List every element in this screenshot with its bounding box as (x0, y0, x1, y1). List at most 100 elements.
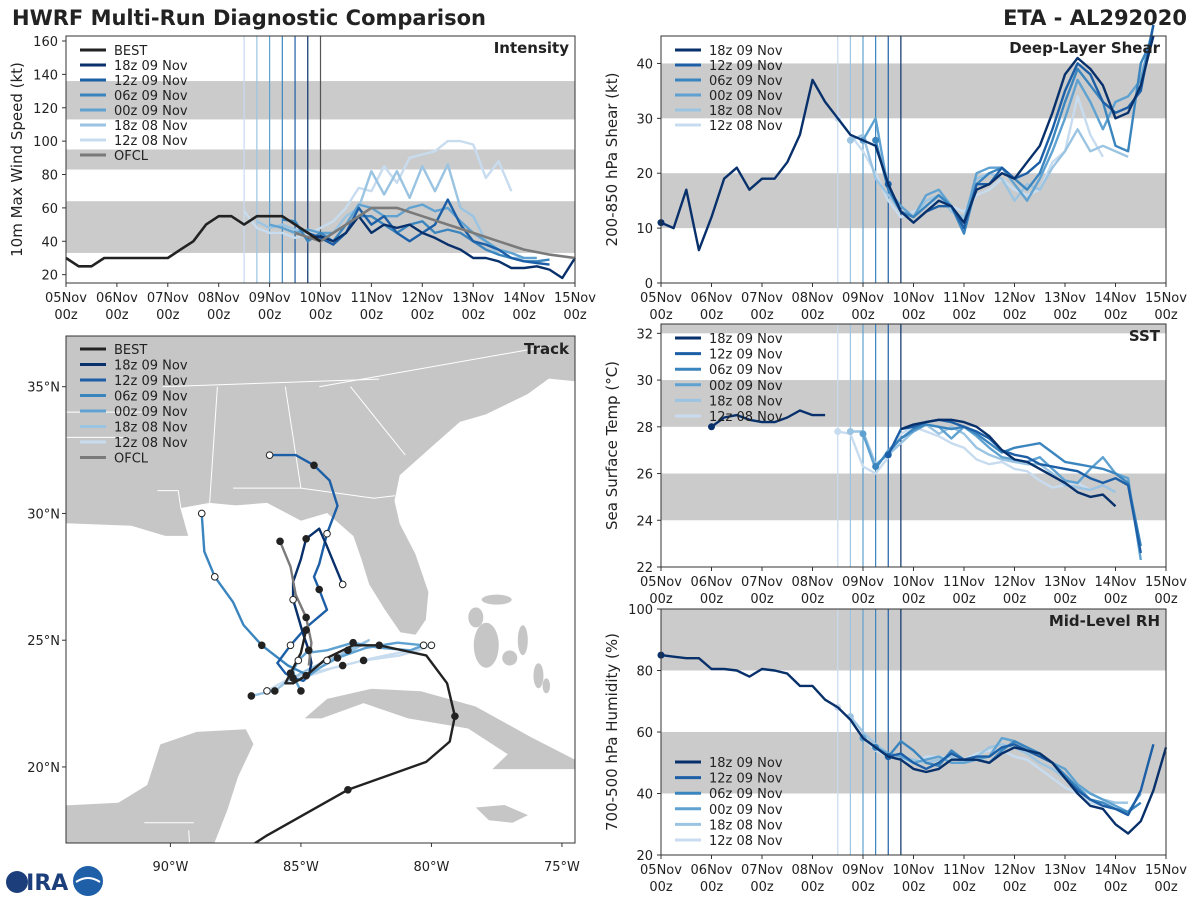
track-point (294, 656, 303, 665)
x-tick-label: 10Nov (300, 291, 342, 306)
track-point (210, 573, 219, 581)
x-tick-label: 06Nov (96, 291, 138, 306)
x-tick-sublabel: 00z (360, 308, 384, 323)
y-tick-label: 26 (636, 468, 653, 483)
legend-label: BEST (114, 44, 147, 59)
init-marker (708, 423, 715, 431)
x-tick-sublabel: 00z (902, 880, 926, 895)
legend-label: OFCL (114, 149, 149, 164)
land-bahamas-5 (502, 650, 518, 666)
x-tick-label: 10Nov (893, 863, 935, 878)
track-point (271, 687, 279, 695)
x-tick-label: 07Nov (147, 291, 189, 306)
x-tick-label: 14Nov (503, 291, 545, 306)
x-tick-sublabel: 00z (902, 308, 926, 323)
y-tick-label: 35°N (27, 381, 60, 396)
x-tick-label: 80°W (413, 860, 449, 875)
y-tick-label: 40 (636, 57, 653, 72)
shear-panel: 0 10 20 30 40 05Nov 00z 06Nov 00z 07Nov 00z 08Nov 00… (603, 24, 1187, 323)
y-tick-label: 100 (33, 135, 58, 150)
track-point (344, 646, 352, 655)
init-marker (859, 430, 867, 438)
y-axis-label: 200-850 hPa Shear (kt) (603, 73, 621, 247)
x-tick-label: 12Nov (994, 575, 1036, 590)
legend-label: 12z 08 Nov (114, 134, 188, 149)
land-hispaniola (575, 767, 591, 808)
y-tick-label: 30 (636, 112, 653, 127)
x-tick-sublabel: 00z (1154, 592, 1178, 607)
x-tick-label: 11Nov (943, 291, 985, 306)
legend-label: 12z 09 Nov (709, 59, 783, 74)
series-line-BEST (65, 214, 322, 268)
land-cuba (302, 687, 575, 770)
logo-swoosh-icon (75, 877, 101, 883)
x-tick-sublabel: 00z (649, 592, 673, 607)
band-0 (661, 473, 1166, 521)
land-jamaica (475, 805, 528, 823)
x-tick-sublabel: 00z (1053, 880, 1077, 895)
x-tick-label: 05Nov (640, 575, 682, 590)
x-tick-label: 08Nov (792, 863, 834, 878)
legend-label: 00z 09 Nov (709, 89, 783, 104)
state-border-0 (209, 386, 218, 504)
panel-title: Mid-Level RH (1049, 612, 1160, 630)
track-point (323, 656, 331, 665)
x-tick-sublabel: 00z (1104, 880, 1128, 895)
legend-label: 18z 08 Nov (709, 104, 783, 119)
init-marker (884, 451, 892, 459)
y-tick-label: 20 (636, 849, 653, 864)
track-point (338, 580, 347, 589)
x-tick-sublabel: 00z (952, 308, 976, 323)
legend-label: 12z 08 Nov (114, 436, 188, 451)
track-point (315, 585, 323, 594)
panel-title: Intensity (494, 39, 570, 57)
x-tick-sublabel: 00z (156, 308, 180, 323)
x-tick-label: 05Nov (45, 291, 87, 306)
legend-label: 06z 09 Nov (709, 787, 783, 802)
logo-globe-icon (73, 866, 103, 896)
x-tick-sublabel: 00z (801, 308, 825, 323)
legend-label: 18z 09 Nov (709, 44, 783, 59)
y-tick-label: 10 (636, 222, 653, 237)
x-tick-label: 06Nov (691, 291, 733, 306)
x-tick-label: 09Nov (842, 291, 884, 306)
x-tick-sublabel: 00z (750, 592, 774, 607)
y-tick-label: 30°N (27, 507, 60, 522)
series-line-00z-09-Nov (861, 423, 1142, 561)
track-point (197, 509, 206, 518)
legend-label: 18z 09 Nov (709, 332, 783, 347)
series-line-18z-09-Nov (710, 409, 1117, 508)
x-tick-label: 75°W (544, 860, 580, 875)
y-tick-label: 28 (636, 421, 653, 436)
x-tick-label: 05Nov (640, 291, 682, 306)
x-tick-sublabel: 00z (1003, 592, 1027, 607)
y-tick-label: 60 (41, 202, 58, 217)
series-line-00z-09-Nov (269, 203, 537, 260)
track-point (304, 646, 313, 655)
x-tick-sublabel: 00z (563, 308, 587, 323)
x-tick-label: 13Nov (1044, 575, 1086, 590)
init-marker (846, 427, 854, 435)
y-tick-label: 30 (636, 374, 653, 389)
x-tick-sublabel: 00z (1053, 308, 1077, 323)
panel-title: Track (524, 340, 570, 358)
track-point (310, 461, 318, 470)
y-tick-label: 60 (636, 726, 653, 741)
legend-label: 18z 08 Nov (114, 421, 188, 436)
track-map-layer (66, 336, 591, 843)
legend-label: 00z 09 Nov (709, 803, 783, 818)
cira-logo: CIRA (6, 866, 103, 896)
x-tick-label: 09Nov (842, 575, 884, 590)
x-tick-sublabel: 00z (700, 592, 724, 607)
legend-label: 12z 09 Nov (709, 348, 783, 363)
legend-label: 18z 09 Nov (114, 59, 188, 74)
legend-label: 00z 09 Nov (114, 405, 188, 420)
x-tick-label: 06Nov (691, 575, 733, 590)
legend-label: 12z 08 Nov (709, 834, 783, 849)
x-tick-sublabel: 00z (801, 592, 825, 607)
panel-title: SST (1129, 327, 1161, 345)
x-tick-label: 10Nov (893, 575, 935, 590)
track-point (338, 661, 347, 670)
band-2 (661, 324, 1166, 334)
x-tick-sublabel: 00z (1003, 880, 1027, 895)
